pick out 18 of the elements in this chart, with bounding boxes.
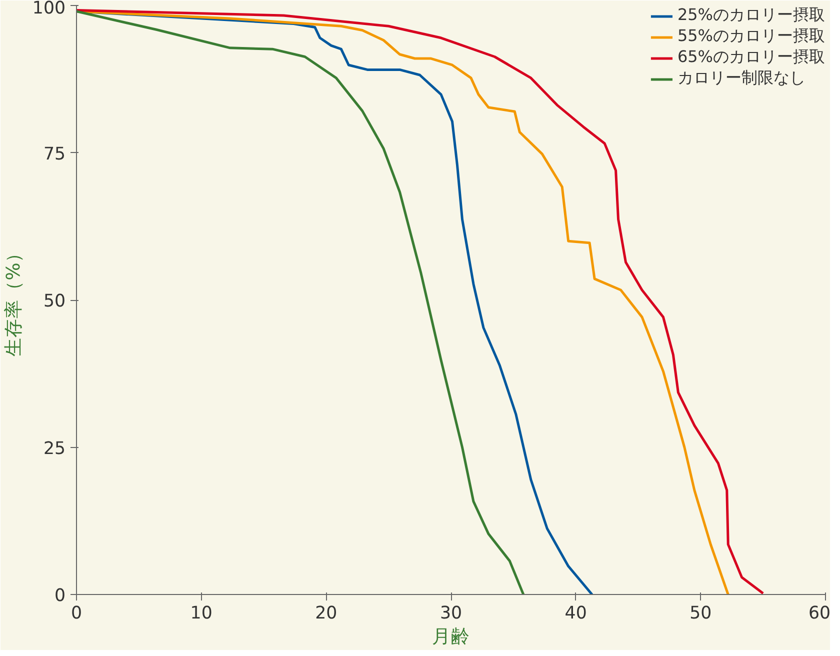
y-tick-label: 25 xyxy=(43,438,66,459)
x-tick-label: 40 xyxy=(564,604,587,624)
legend-label: 55%のカロリー摂取 xyxy=(677,26,825,47)
legend-label: 25%のカロリー摂取 xyxy=(677,5,825,26)
y-tick-label: 50 xyxy=(43,292,66,312)
y-tick-label: 100 xyxy=(32,0,66,18)
y-axis-title: 生存率（%） xyxy=(2,244,24,356)
y-tick-label: 0 xyxy=(54,586,66,606)
x-tick-label: 60 xyxy=(808,604,831,624)
x-tick-label: 0 xyxy=(70,604,82,624)
x-axis-title: 月齢 xyxy=(432,626,470,648)
legend-label: 65%のカロリー摂取 xyxy=(677,47,825,68)
y-tick-label: 75 xyxy=(43,144,66,164)
x-tick-label: 10 xyxy=(190,604,212,624)
x-tick-label: 50 xyxy=(690,604,712,624)
legend-label: カロリー制限なし xyxy=(677,68,806,89)
x-tick-label: 30 xyxy=(440,604,462,624)
x-tick-label: 20 xyxy=(315,604,338,624)
